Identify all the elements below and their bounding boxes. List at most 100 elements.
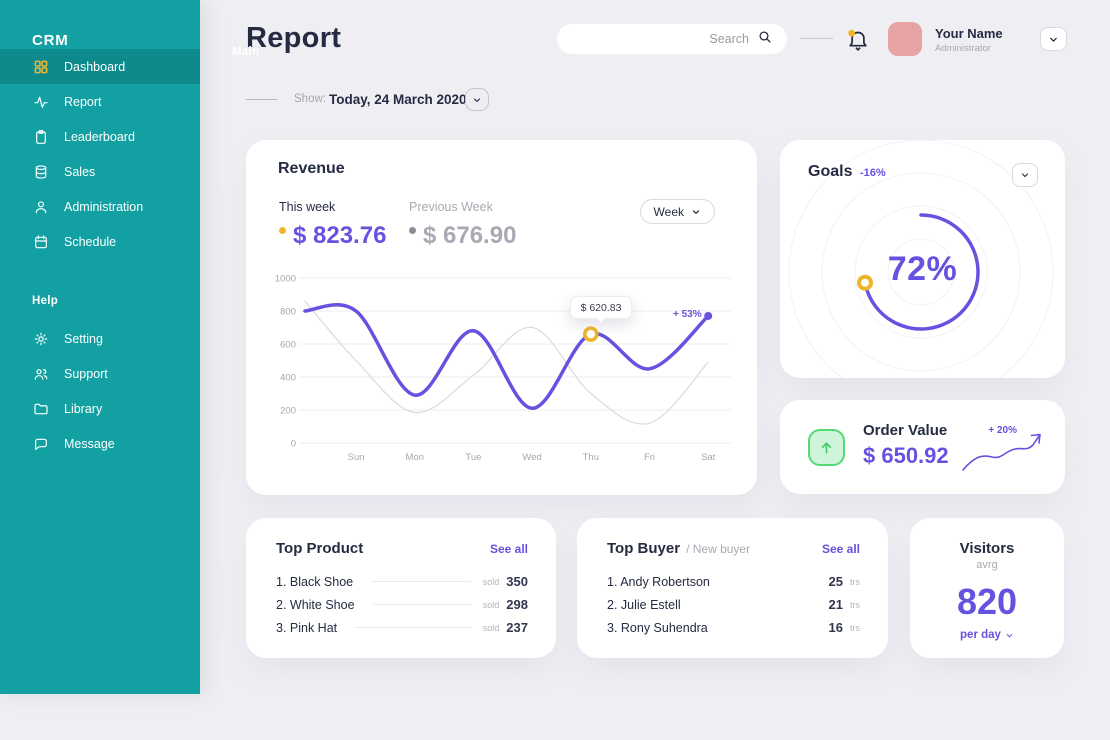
- sold-label: sold: [482, 599, 500, 610]
- transaction-count: 25: [828, 574, 843, 589]
- goals-card: Goals -16% 72%: [780, 140, 1065, 378]
- top-buyer-card: Top Buyer / New buyer See all 1. Andy Ro…: [577, 518, 888, 658]
- product-row: 2. White Shoe sold 298: [276, 593, 528, 616]
- brand-logo: CRM: [32, 32, 69, 49]
- transaction-unit: trs: [850, 622, 860, 633]
- chevron-down-icon: [1021, 173, 1029, 177]
- row-divider: [372, 604, 471, 605]
- sold-label: sold: [482, 576, 500, 587]
- user-icon: [32, 198, 49, 215]
- prev-week-label: Previous Week: [409, 200, 493, 214]
- trend-arrow-icon: [962, 433, 1041, 471]
- transaction-count: 16: [828, 620, 843, 635]
- sidebar-item-schedule[interactable]: Schedule: [0, 224, 200, 259]
- user-role: Administrator: [935, 43, 991, 54]
- visitors-avg-label: avrg: [976, 559, 998, 571]
- sidebar-item-label: Dashboard: [64, 59, 126, 74]
- chevron-down-icon: [1050, 37, 1057, 42]
- notification-dot: [848, 29, 856, 37]
- top-product-card: Top Product See all 1. Black Shoe sold 3…: [246, 518, 556, 658]
- sidebar-item-library[interactable]: Library: [0, 391, 200, 426]
- calendar-icon: [32, 233, 49, 250]
- sidebar-item-label: Library: [64, 401, 103, 416]
- buyer-name: 3. Rony Suhendra: [607, 620, 708, 635]
- range-selector-button[interactable]: Week: [639, 199, 715, 224]
- order-value-card: Order Value $ 650.92 + 20%: [780, 400, 1065, 494]
- top-buyer-title: Top Buyer: [607, 540, 681, 557]
- this-week-label: This week: [279, 200, 336, 214]
- sidebar-item-label: Message: [64, 436, 115, 451]
- svg-text:Thu: Thu: [583, 452, 599, 463]
- svg-text:Mon: Mon: [405, 452, 423, 463]
- top-product-see-all-link[interactable]: See all: [489, 542, 528, 556]
- sidebar-item-support[interactable]: Support: [0, 356, 200, 391]
- sidebar-item-label: Setting: [64, 331, 103, 346]
- date-filter-value: Today, 24 March 2020: [329, 92, 467, 107]
- sidebar-item-message[interactable]: Message: [0, 426, 200, 461]
- svg-text:Tue: Tue: [465, 452, 481, 463]
- sidebar-item-label: Administration: [64, 199, 144, 214]
- top-buyer-subtitle: / New buyer: [686, 542, 751, 556]
- goals-gauge: [788, 140, 1054, 378]
- buyer-name: 1. Andy Robertson: [607, 574, 710, 589]
- buyer-row: 2. Julie Estell 21 trs: [607, 593, 860, 616]
- prev-week-dot: [409, 227, 416, 234]
- sold-count: 298: [506, 597, 528, 612]
- date-filter-button[interactable]: [465, 88, 489, 111]
- visitors-per-day-dropdown[interactable]: per day: [910, 629, 1064, 641]
- goals-menu-button[interactable]: [1012, 163, 1038, 187]
- search-bar[interactable]: [557, 24, 787, 54]
- svg-text:Sun: Sun: [348, 452, 365, 463]
- user-name: Your Name: [935, 26, 1003, 41]
- top-product-title: Top Product: [276, 540, 364, 557]
- sidebar-item-administration[interactable]: Administration: [0, 189, 200, 224]
- folder-icon: [32, 400, 49, 417]
- sidebar-item-sales[interactable]: Sales: [0, 154, 200, 189]
- sidebar-section-help: Help: [32, 295, 59, 307]
- sidebar-item-label: Support: [64, 366, 108, 381]
- search-input[interactable]: [689, 32, 749, 46]
- sidebar-item-report[interactable]: Report: [0, 84, 200, 119]
- sidebar-item-setting[interactable]: Setting: [0, 321, 200, 356]
- sidebar-item-label: Report: [64, 94, 102, 109]
- goals-percent: 72%: [887, 250, 958, 288]
- sidebar-item-label: Leaderboard: [64, 129, 135, 144]
- sold-count: 237: [506, 620, 528, 635]
- sidebar-item-leaderboard[interactable]: Leaderboard: [0, 119, 200, 154]
- search-icon[interactable]: [757, 29, 773, 50]
- transaction-unit: trs: [850, 599, 860, 610]
- page-title: Report: [246, 22, 342, 54]
- sold-label: sold: [482, 622, 500, 633]
- product-name: 1. Black Shoe: [276, 574, 354, 589]
- revenue-card: Revenue This week $ 823.76 Previous Week…: [246, 140, 757, 495]
- row-divider: [355, 627, 471, 628]
- transaction-count: 21: [828, 597, 843, 612]
- svg-text:600: 600: [280, 340, 296, 351]
- sidebar: CRM Main Dashboard Report Leaderboard Sa…: [0, 0, 259, 694]
- chart-endpoint-delta: + 53%: [673, 309, 702, 320]
- svg-text:400: 400: [280, 373, 296, 384]
- grid-icon: [32, 58, 49, 75]
- prev-week-value: $ 676.90: [423, 222, 517, 249]
- order-value-title: Order Value: [863, 422, 948, 439]
- revenue-line-chart: 1000 800 600 400 200 0 Sun Mon Tue Wed Thu Fri Sat: [275, 274, 731, 463]
- row-divider: [371, 581, 471, 582]
- svg-text:200: 200: [280, 406, 296, 417]
- sold-count: 350: [506, 574, 528, 589]
- header-divider: [800, 38, 833, 39]
- activity-icon: [32, 93, 49, 110]
- sidebar-item-label: Schedule: [64, 234, 117, 249]
- avatar[interactable]: [888, 22, 922, 56]
- database-icon: [32, 163, 49, 180]
- prev-week-stat: Previous Week $ 676.90: [409, 200, 516, 250]
- top-buyer-see-all-link[interactable]: See all: [821, 542, 860, 556]
- sidebar-item-dashboard[interactable]: Dashboard: [0, 49, 200, 84]
- svg-text:Wed: Wed: [522, 452, 541, 463]
- transaction-unit: trs: [850, 576, 860, 587]
- this-week-dot: [279, 227, 286, 234]
- chevron-down-icon: [473, 97, 481, 102]
- notification-bell[interactable]: [843, 26, 873, 56]
- user-menu-button[interactable]: [1040, 27, 1067, 51]
- order-value-delta: + 20%: [988, 425, 1017, 436]
- product-name: 2. White Shoe: [276, 597, 355, 612]
